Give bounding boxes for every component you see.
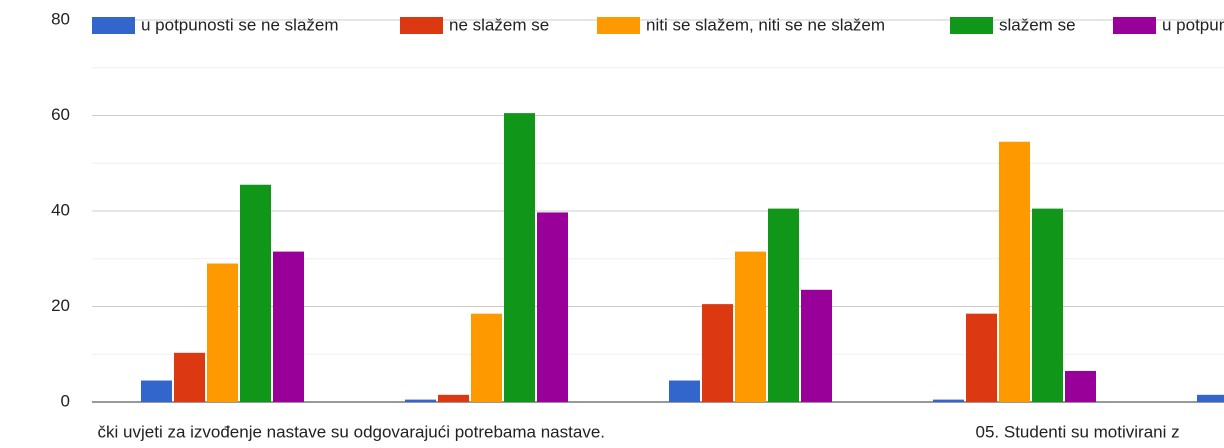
legend-label: ne slažem se [449,15,549,34]
bar [405,399,436,402]
bar [504,113,535,403]
y-tick-label: 20 [51,296,70,315]
bar [1032,208,1063,402]
bar [1065,370,1096,402]
x-tick-label: 05. Studenti su motivirani z [976,422,1180,441]
bar [933,399,964,402]
bar [966,313,997,402]
legend-label: u potpunosti se ne slažem [141,15,339,34]
bar [669,380,700,402]
bar [702,304,733,402]
bar [735,251,766,402]
y-tick-label: 60 [51,105,70,124]
bar [240,184,271,402]
y-tick-label: 80 [51,9,70,28]
bar [537,212,568,402]
legend-swatch [400,17,443,34]
bar [273,251,304,402]
bar [471,313,502,402]
legend-swatch [92,17,135,34]
bar [768,208,799,402]
bar [141,380,172,402]
legend-label: niti se slažem, niti se ne slažem [646,15,885,34]
bar [999,141,1030,402]
y-tick-label: 0 [61,391,70,410]
bar [438,394,469,402]
legend-swatch [597,17,640,34]
bar [1197,394,1224,402]
legend-swatch [1113,17,1156,34]
y-tick-label: 40 [51,200,70,219]
legend-label: u potpunosti se slažem [1162,15,1224,34]
x-tick-label: čki uvjeti za izvođenje nastave su odgov… [98,422,605,441]
legend-swatch [950,17,993,34]
legend-label: slažem se [999,15,1076,34]
bar [801,289,832,402]
bar [174,352,205,402]
bar [207,263,238,402]
